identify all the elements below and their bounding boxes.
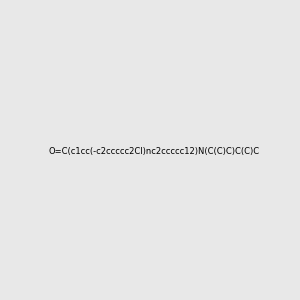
Text: O=C(c1cc(-c2ccccc2Cl)nc2ccccc12)N(C(C)C)C(C)C: O=C(c1cc(-c2ccccc2Cl)nc2ccccc12)N(C(C)C)… [48, 147, 259, 156]
